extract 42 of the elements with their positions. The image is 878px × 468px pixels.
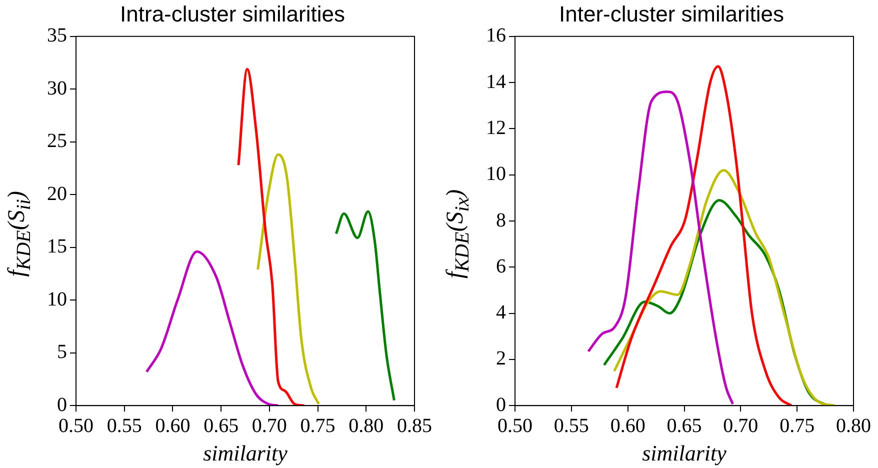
x-tick-label: 0.80 [348, 414, 384, 437]
x-tick-label: 0.70 [723, 414, 758, 437]
line-series [615, 65, 793, 406]
x-tick-label: 0.80 [836, 414, 871, 437]
x-tick-label: 0.75 [780, 414, 815, 437]
x-tick-label: 0.60 [610, 414, 646, 437]
line-series [256, 153, 320, 406]
x-axis-title: similarity [642, 440, 727, 466]
x-tick-label: 0.60 [155, 414, 190, 437]
y-tick-label: 5 [57, 341, 67, 364]
y-tick-label: 12 [486, 116, 506, 139]
y-tick-label: 15 [47, 236, 67, 258]
y-tick-label: 25 [47, 130, 67, 152]
x-tick-label: 0.75 [300, 414, 336, 437]
y-tick-label: 4 [496, 302, 506, 324]
y-tick-label: 8 [496, 209, 506, 232]
y-tick-label: 0 [57, 394, 67, 416]
x-tick-label: 0.70 [252, 414, 287, 437]
line-series [334, 210, 396, 402]
x-tick-label: 0.65 [204, 414, 239, 437]
x-tick-label: 0.55 [554, 414, 589, 437]
x-tick-label: 0.65 [666, 414, 702, 437]
y-tick-label: 0 [496, 394, 506, 416]
line-series [237, 68, 306, 406]
y-tick-label: 10 [47, 288, 67, 310]
y-tick-label: 14 [486, 70, 506, 93]
line-series [145, 250, 280, 406]
chart-title: Intra-cluster similarities [120, 1, 345, 26]
y-tick-label: 6 [496, 255, 506, 278]
y-tick-label: 16 [486, 24, 506, 47]
y-tick-label: 35 [47, 24, 67, 47]
x-tick-label: 0.50 [498, 414, 532, 437]
x-tick-label: 0.85 [397, 414, 432, 437]
y-tick-label: 30 [47, 77, 67, 100]
y-tick-label: 20 [47, 182, 67, 205]
x-tick-label: 0.55 [106, 414, 142, 437]
chart-title: Inter-cluster similarities [559, 1, 784, 26]
x-axis-title: similarity [203, 440, 288, 466]
line-series [587, 90, 734, 406]
y-tick-label: 10 [486, 163, 506, 186]
x-tick-label: 0.50 [58, 414, 94, 437]
y-tick-label: 2 [496, 348, 506, 370]
